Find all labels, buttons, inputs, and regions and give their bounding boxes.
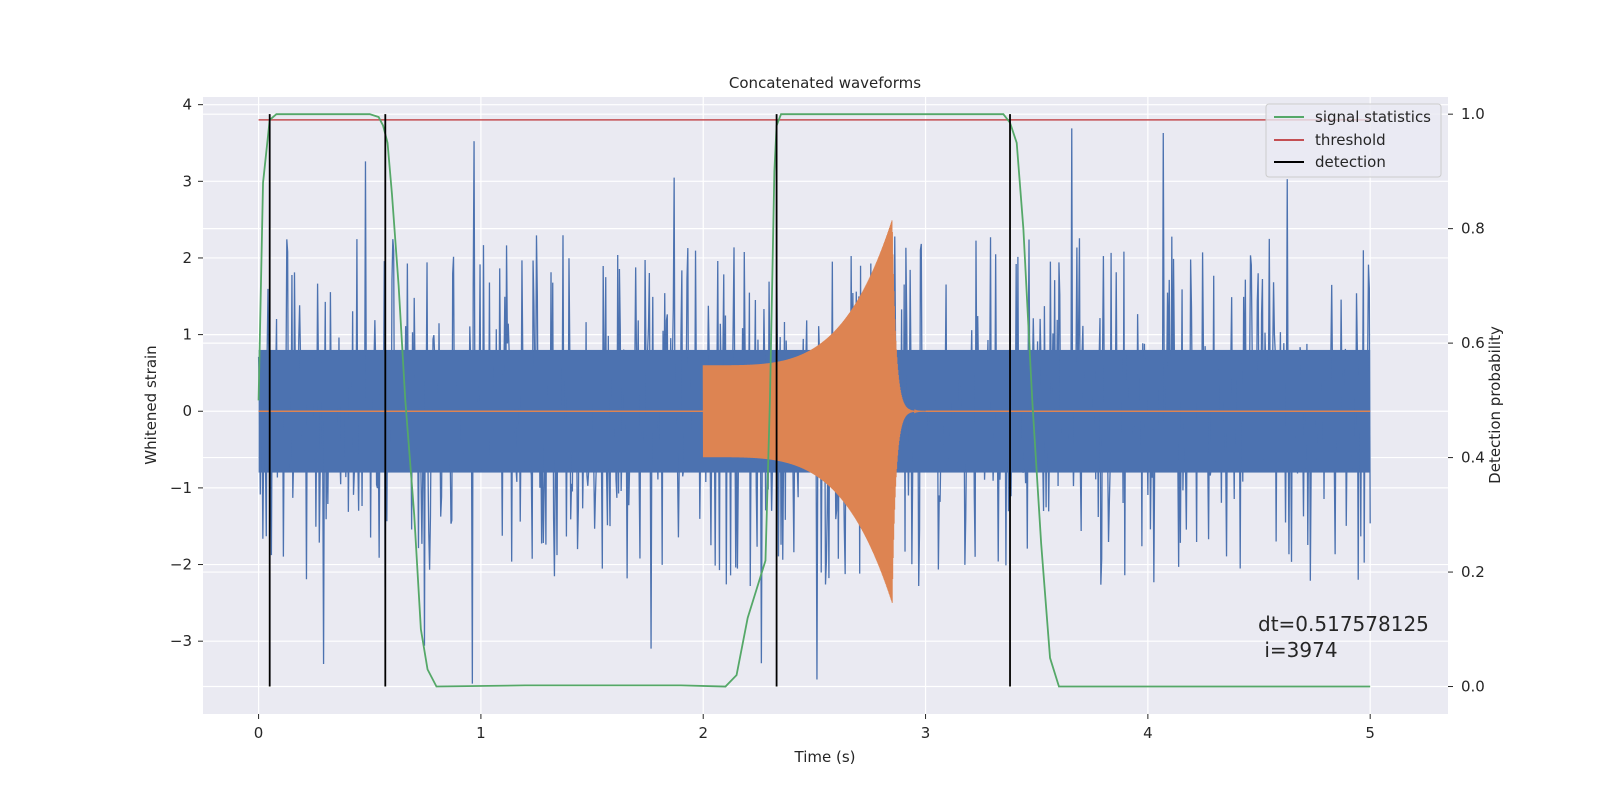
y-tick-label-left: 2 bbox=[182, 249, 192, 267]
y-tick-label-left: −3 bbox=[170, 632, 192, 650]
x-tick-label: 2 bbox=[698, 724, 708, 742]
y-tick-label-left: −1 bbox=[170, 479, 192, 497]
y-tick-label-left: 0 bbox=[182, 402, 192, 420]
y-tick-label-right: 1.0 bbox=[1461, 105, 1485, 123]
y-tick-label-right: 0.0 bbox=[1461, 678, 1485, 696]
legend-label-threshold: threshold bbox=[1315, 131, 1386, 149]
y-axis-label-left: Whitened strain bbox=[142, 345, 160, 464]
legend-label-signal: signal statistics bbox=[1315, 108, 1431, 126]
y-tick-label-left: 4 bbox=[182, 96, 192, 114]
x-tick-label: 3 bbox=[921, 724, 931, 742]
legend-box bbox=[1265, 103, 1442, 178]
y-tick-label-right: 0.8 bbox=[1461, 220, 1485, 238]
y-axis-label-right: Detection probability bbox=[1486, 326, 1504, 484]
signal-statistics-line bbox=[257, 113, 1371, 688]
y-tick-label-left: −2 bbox=[170, 556, 192, 574]
x-axis-label: Time (s) bbox=[794, 748, 856, 766]
y-tick-label-left: 1 bbox=[182, 326, 192, 344]
axis-ticks: 0 1 2 3 4 5 −3 −2 −1 0 1 2 3 4 0.0 0.2 0.4 0.6 0.8 1.0 bbox=[170, 96, 1485, 742]
y-tick-label-right: 0.4 bbox=[1461, 449, 1485, 467]
x-tick-label: 4 bbox=[1143, 724, 1153, 742]
chart-title: Concatenated waveforms bbox=[729, 74, 921, 92]
x-tick-label: 1 bbox=[476, 724, 486, 742]
annotation-i: i=3974 bbox=[1258, 638, 1338, 662]
annotation-dt: dt=0.517578125 bbox=[1258, 612, 1429, 636]
x-tick-label: 0 bbox=[254, 724, 264, 742]
x-tick-label: 5 bbox=[1365, 724, 1375, 742]
chirp-line bbox=[702, 220, 926, 603]
y-tick-label-right: 0.6 bbox=[1461, 334, 1485, 352]
chirp-series bbox=[258, 220, 1371, 603]
legend: signal statistics threshold detection bbox=[1265, 103, 1442, 178]
y-tick-label-left: 3 bbox=[182, 172, 192, 190]
legend-label-detection: detection bbox=[1315, 153, 1386, 171]
y-tick-label-right: 0.2 bbox=[1461, 563, 1485, 581]
detection-overlay bbox=[257, 113, 1371, 688]
